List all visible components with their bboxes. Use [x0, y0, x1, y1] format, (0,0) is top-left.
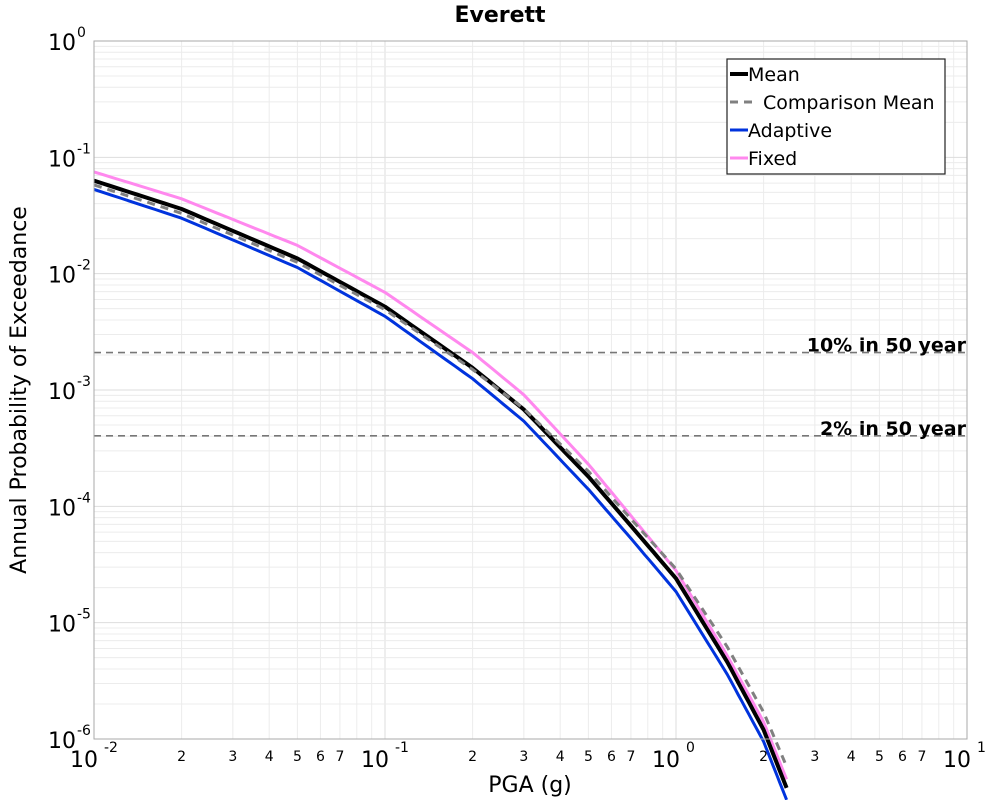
- x-minor-tick-label: 7: [626, 749, 635, 765]
- x-tick-label: 10: [70, 748, 98, 773]
- y-tick-exponent: -2: [77, 258, 91, 274]
- x-minor-tick-label: 5: [584, 749, 593, 765]
- legend-label-fixed: Fixed: [748, 148, 797, 170]
- y-axis-label: Annual Probability of Exceedance: [7, 206, 32, 574]
- legend-box: [726, 58, 946, 175]
- series-line-adaptive: [93, 187, 788, 800]
- y-tick-label: 10: [48, 31, 76, 56]
- legend-label-mean: Mean: [748, 64, 800, 86]
- chart-title: Everett: [454, 3, 546, 28]
- x-minor-tick-label: 4: [265, 749, 274, 765]
- y-tick-exponent: -6: [77, 723, 91, 739]
- x-minor-tick-label: 3: [228, 749, 237, 765]
- axes: 10 -2 10 -1 10 0 10 12 3 4 5 6 7 2 3 4 5 6 7 2 3 4 5 6 710 010 -11…: [48, 25, 986, 773]
- series-lines: [93, 170, 789, 800]
- grid: [93, 41, 967, 740]
- y-tick-label: 10: [48, 264, 76, 289]
- x-tick-exponent: -2: [104, 740, 118, 756]
- y-tick-label: 10: [48, 729, 76, 754]
- x-minor-tick-label: 7: [917, 749, 926, 765]
- plot-frame: [93, 40, 968, 740]
- legend: Mean Comparison Mean Adaptive Fixed: [726, 58, 946, 175]
- x-minor-tick-label: 6: [316, 749, 325, 765]
- x-tick-exponent: 0: [686, 740, 695, 756]
- x-minor-tick-label: 4: [556, 749, 565, 765]
- x-tick-exponent: -1: [395, 740, 409, 756]
- x-minor-tick-label: 5: [875, 749, 884, 765]
- series-line-fixed: [93, 170, 788, 780]
- y-tick-label: 10: [48, 496, 76, 521]
- y-tick-exponent: -1: [77, 141, 91, 157]
- y-tick-exponent: -5: [77, 607, 91, 623]
- series-line-mean: [93, 178, 789, 789]
- y-tick-exponent: -3: [77, 374, 91, 390]
- x-minor-tick-label: 6: [898, 749, 907, 765]
- x-tick-label: 10: [943, 748, 971, 773]
- x-minor-tick-label: 2: [759, 749, 768, 765]
- legend-label-adaptive: Adaptive: [748, 120, 832, 142]
- reference-label: 2% in 50 year: [820, 418, 967, 440]
- x-minor-tick-label: 4: [847, 749, 856, 765]
- x-minor-tick-label: 2: [177, 749, 186, 765]
- x-minor-tick-label: 3: [519, 749, 528, 765]
- x-minor-tick-label: 5: [293, 749, 302, 765]
- y-tick-exponent: -4: [77, 490, 91, 506]
- x-minor-tick-label: 2: [468, 749, 477, 765]
- series-line-comparison-mean: [93, 183, 788, 768]
- legend-label-comparison-mean: Comparison Mean: [763, 92, 935, 114]
- x-axis-label: PGA (g): [488, 773, 572, 798]
- y-tick-label: 10: [48, 613, 76, 638]
- x-minor-tick-label: 7: [335, 749, 344, 765]
- y-tick-exponent: 0: [77, 25, 86, 41]
- x-tick-exponent: 1: [977, 740, 986, 756]
- reference-lines: 10% in 50 year 2% in 50 year: [94, 335, 967, 440]
- reference-label: 10% in 50 year: [807, 335, 967, 357]
- x-minor-tick-label: 6: [607, 749, 616, 765]
- x-minor-tick-label: 3: [810, 749, 819, 765]
- x-tick-label: 10: [361, 748, 389, 773]
- y-tick-label: 10: [48, 380, 76, 405]
- x-tick-label: 10: [652, 748, 680, 773]
- y-tick-label: 10: [48, 147, 76, 172]
